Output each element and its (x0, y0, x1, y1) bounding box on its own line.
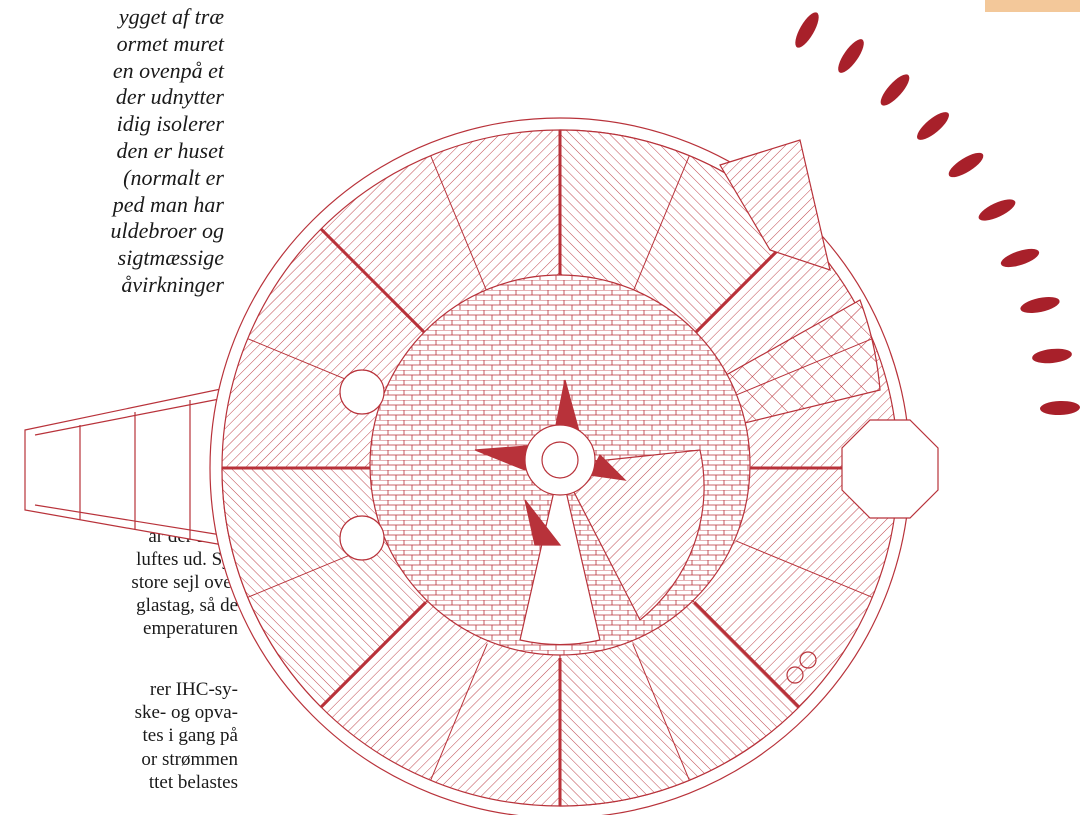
ellipse (876, 70, 913, 109)
ellipse (834, 36, 868, 77)
ellipse (945, 148, 986, 181)
ellipse (1031, 347, 1072, 365)
column (340, 516, 384, 560)
corner-patch (985, 0, 1080, 12)
ellipse (1019, 294, 1061, 316)
page: ygget af træormet mureten ovenpå etder u… (0, 0, 1080, 815)
ellipse (913, 108, 953, 144)
entrance (25, 385, 240, 548)
floor-plan (0, 0, 1080, 815)
ellipse (976, 195, 1018, 225)
center (525, 425, 595, 495)
octagon (842, 420, 938, 518)
ellipse (999, 245, 1041, 271)
ellipse (791, 9, 823, 51)
column (340, 370, 384, 414)
ellipse (1040, 400, 1080, 415)
plan-drawing (25, 0, 1080, 815)
